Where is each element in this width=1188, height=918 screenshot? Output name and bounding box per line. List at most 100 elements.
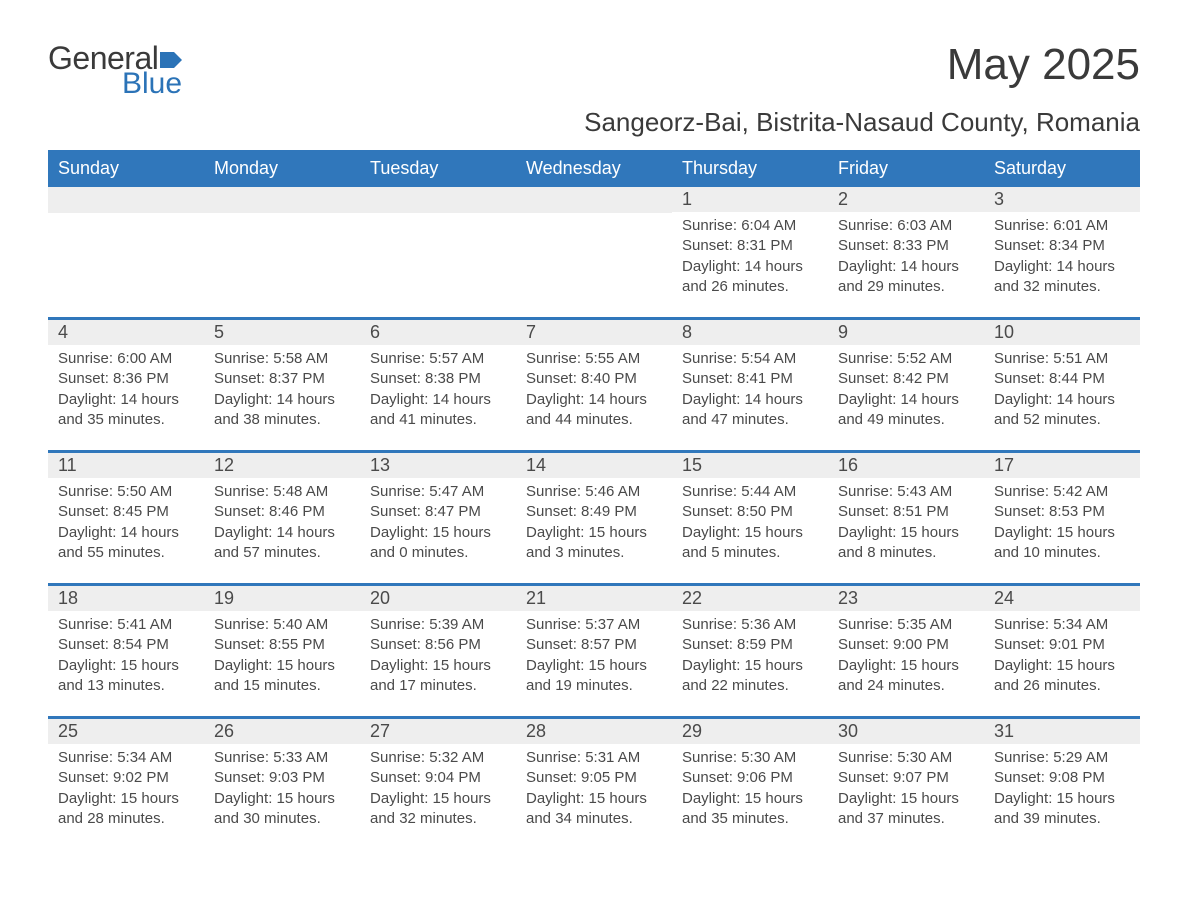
cell-line: Daylight: 15 hours — [370, 656, 506, 676]
cell-line: and 24 minutes. — [838, 676, 974, 696]
cell-line: Daylight: 15 hours — [214, 789, 350, 809]
cell-body: Sunrise: 5:51 AMSunset: 8:44 PMDaylight:… — [984, 345, 1140, 436]
cell-line: and 38 minutes. — [214, 410, 350, 430]
day-number: 6 — [360, 320, 516, 345]
cell-line: and 19 minutes. — [526, 676, 662, 696]
calendar-cell: 21Sunrise: 5:37 AMSunset: 8:57 PMDayligh… — [516, 586, 672, 704]
week-row: 11Sunrise: 5:50 AMSunset: 8:45 PMDayligh… — [48, 450, 1140, 571]
day-number: 19 — [204, 586, 360, 611]
day-number — [516, 187, 672, 213]
cell-line: and 5 minutes. — [682, 543, 818, 563]
cell-line: and 52 minutes. — [994, 410, 1130, 430]
calendar-cell — [516, 187, 672, 305]
cell-line: and 15 minutes. — [214, 676, 350, 696]
day-number: 25 — [48, 719, 204, 744]
cell-line: Sunrise: 5:47 AM — [370, 482, 506, 502]
cell-line: Daylight: 14 hours — [682, 257, 818, 277]
cell-line: Sunrise: 5:52 AM — [838, 349, 974, 369]
month-title: May 2025 — [947, 40, 1140, 90]
day-number: 3 — [984, 187, 1140, 212]
cell-line: and 3 minutes. — [526, 543, 662, 563]
cell-line: Daylight: 15 hours — [682, 789, 818, 809]
calendar-cell: 29Sunrise: 5:30 AMSunset: 9:06 PMDayligh… — [672, 719, 828, 837]
cell-line: Daylight: 14 hours — [214, 523, 350, 543]
calendar-cell: 11Sunrise: 5:50 AMSunset: 8:45 PMDayligh… — [48, 453, 204, 571]
cell-line: and 34 minutes. — [526, 809, 662, 829]
calendar-cell — [204, 187, 360, 305]
location-text: Sangeorz-Bai, Bistrita-Nasaud County, Ro… — [48, 107, 1140, 138]
day-number: 9 — [828, 320, 984, 345]
cell-line: Sunset: 8:49 PM — [526, 502, 662, 522]
cell-line: and 37 minutes. — [838, 809, 974, 829]
cell-line: Daylight: 15 hours — [994, 656, 1130, 676]
cell-line: and 44 minutes. — [526, 410, 662, 430]
cell-line: Daylight: 14 hours — [838, 257, 974, 277]
day-number: 1 — [672, 187, 828, 212]
cell-line: Sunrise: 5:40 AM — [214, 615, 350, 635]
cell-line: and 35 minutes. — [58, 410, 194, 430]
cell-body: Sunrise: 5:55 AMSunset: 8:40 PMDaylight:… — [516, 345, 672, 436]
cell-line: Sunset: 8:47 PM — [370, 502, 506, 522]
calendar-cell: 17Sunrise: 5:42 AMSunset: 8:53 PMDayligh… — [984, 453, 1140, 571]
cell-line: Sunset: 9:08 PM — [994, 768, 1130, 788]
cell-line: and 0 minutes. — [370, 543, 506, 563]
cell-body: Sunrise: 5:34 AMSunset: 9:01 PMDaylight:… — [984, 611, 1140, 702]
calendar-cell: 8Sunrise: 5:54 AMSunset: 8:41 PMDaylight… — [672, 320, 828, 438]
day-number: 5 — [204, 320, 360, 345]
week-row: 1Sunrise: 6:04 AMSunset: 8:31 PMDaylight… — [48, 187, 1140, 305]
day-number: 17 — [984, 453, 1140, 478]
day-header-cell: Saturday — [984, 150, 1140, 187]
cell-line: and 28 minutes. — [58, 809, 194, 829]
calendar-cell — [360, 187, 516, 305]
day-number — [204, 187, 360, 213]
cell-line: and 30 minutes. — [214, 809, 350, 829]
cell-body: Sunrise: 5:42 AMSunset: 8:53 PMDaylight:… — [984, 478, 1140, 569]
cell-line: and 22 minutes. — [682, 676, 818, 696]
cell-body: Sunrise: 5:46 AMSunset: 8:49 PMDaylight:… — [516, 478, 672, 569]
cell-line: Daylight: 14 hours — [682, 390, 818, 410]
cell-line: Daylight: 14 hours — [370, 390, 506, 410]
cell-line: Sunset: 8:40 PM — [526, 369, 662, 389]
cell-line: and 32 minutes. — [994, 277, 1130, 297]
cell-line: and 47 minutes. — [682, 410, 818, 430]
day-header-cell: Tuesday — [360, 150, 516, 187]
calendar-cell: 10Sunrise: 5:51 AMSunset: 8:44 PMDayligh… — [984, 320, 1140, 438]
calendar-cell: 19Sunrise: 5:40 AMSunset: 8:55 PMDayligh… — [204, 586, 360, 704]
calendar-cell: 31Sunrise: 5:29 AMSunset: 9:08 PMDayligh… — [984, 719, 1140, 837]
cell-line: Sunset: 8:45 PM — [58, 502, 194, 522]
cell-line: Sunset: 8:38 PM — [370, 369, 506, 389]
cell-line: Daylight: 15 hours — [994, 789, 1130, 809]
cell-line: Sunrise: 5:58 AM — [214, 349, 350, 369]
cell-line: Sunrise: 5:42 AM — [994, 482, 1130, 502]
cell-line: Sunrise: 5:36 AM — [682, 615, 818, 635]
calendar-cell — [48, 187, 204, 305]
day-header-cell: Friday — [828, 150, 984, 187]
cell-line: Sunrise: 5:57 AM — [370, 349, 506, 369]
day-number: 2 — [828, 187, 984, 212]
calendar-cell: 3Sunrise: 6:01 AMSunset: 8:34 PMDaylight… — [984, 187, 1140, 305]
cell-line: Sunrise: 5:50 AM — [58, 482, 194, 502]
calendar-cell: 13Sunrise: 5:47 AMSunset: 8:47 PMDayligh… — [360, 453, 516, 571]
cell-line: Sunrise: 5:51 AM — [994, 349, 1130, 369]
cell-line: Sunrise: 5:30 AM — [838, 748, 974, 768]
cell-line: Daylight: 15 hours — [214, 656, 350, 676]
calendar-cell: 27Sunrise: 5:32 AMSunset: 9:04 PMDayligh… — [360, 719, 516, 837]
calendar-cell: 20Sunrise: 5:39 AMSunset: 8:56 PMDayligh… — [360, 586, 516, 704]
cell-line: Sunrise: 6:03 AM — [838, 216, 974, 236]
cell-body: Sunrise: 5:29 AMSunset: 9:08 PMDaylight:… — [984, 744, 1140, 835]
cell-line: Sunset: 8:44 PM — [994, 369, 1130, 389]
cell-line: Daylight: 15 hours — [526, 789, 662, 809]
cell-line: Sunrise: 5:30 AM — [682, 748, 818, 768]
flag-icon — [160, 50, 182, 68]
cell-line: Sunset: 9:07 PM — [838, 768, 974, 788]
cell-line: Daylight: 14 hours — [526, 390, 662, 410]
cell-body: Sunrise: 5:57 AMSunset: 8:38 PMDaylight:… — [360, 345, 516, 436]
cell-line: and 17 minutes. — [370, 676, 506, 696]
cell-body: Sunrise: 5:48 AMSunset: 8:46 PMDaylight:… — [204, 478, 360, 569]
cell-line: and 41 minutes. — [370, 410, 506, 430]
logo: General Blue — [48, 40, 182, 101]
cell-body: Sunrise: 5:47 AMSunset: 8:47 PMDaylight:… — [360, 478, 516, 569]
day-number: 8 — [672, 320, 828, 345]
cell-line: Sunrise: 5:34 AM — [994, 615, 1130, 635]
cell-line: Sunrise: 5:37 AM — [526, 615, 662, 635]
